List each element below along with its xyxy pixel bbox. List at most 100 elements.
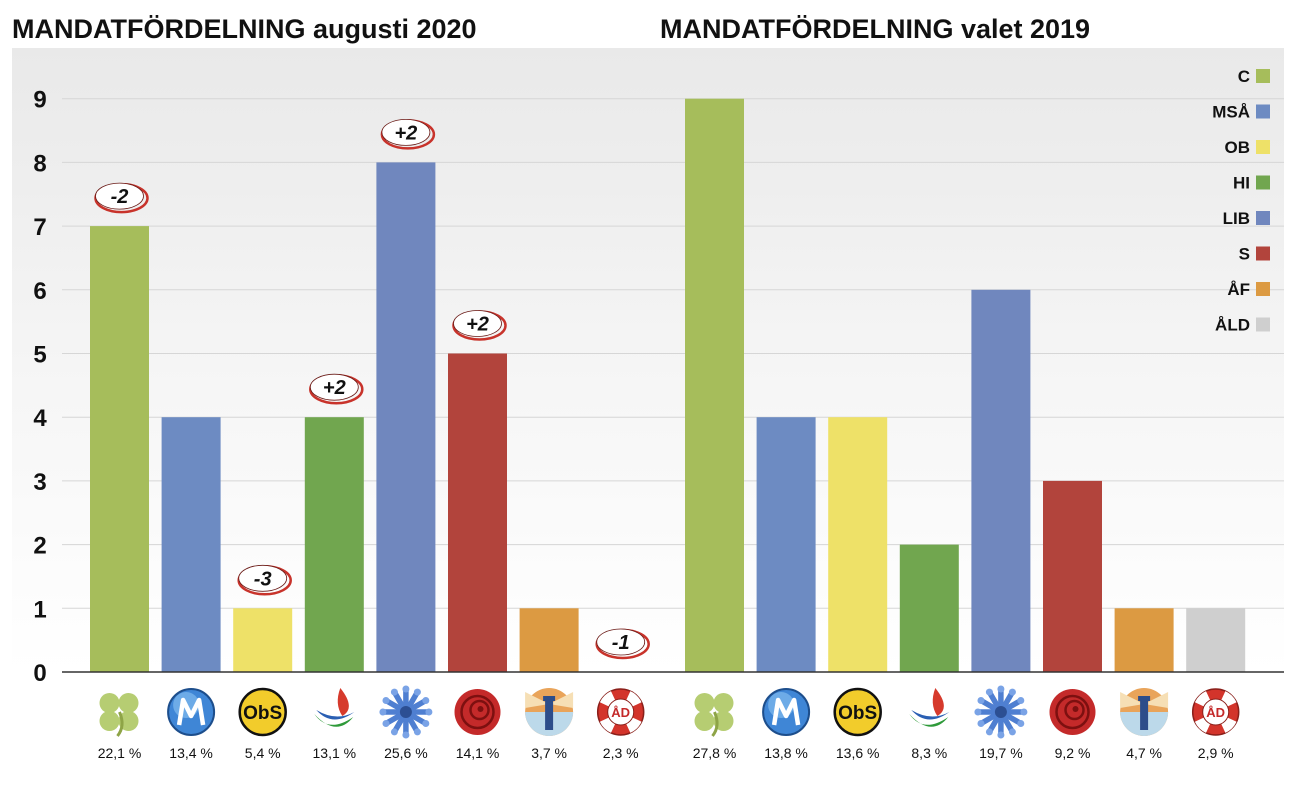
lifebuoy-icon: ÅD (1191, 688, 1240, 736)
clover-icon (694, 693, 734, 737)
vote-percentages: 22,1 % 13,4 % 5,4 % 13,1 % 25,6 % 14,1 % 3,7 %… (98, 745, 1234, 761)
bar-s (448, 353, 507, 672)
legend-item: ÅF (1227, 280, 1270, 299)
bar-s (1043, 480, 1102, 672)
hi-logo-icon (314, 688, 355, 727)
vote-percentage: 8,3 % (911, 745, 947, 761)
rose-icon (1049, 689, 1096, 735)
msa-logo-icon (167, 688, 216, 736)
y-tick-label: 3 (33, 469, 46, 496)
vote-percentage: 13,8 % (764, 745, 808, 761)
cornflower-icon (974, 685, 1028, 739)
hi-logo-icon (909, 688, 950, 727)
change-label: +2 (323, 377, 346, 399)
change-label: +2 (466, 314, 489, 336)
legend-label: S (1239, 245, 1250, 264)
legend-label: OB (1225, 138, 1251, 157)
y-tick-label: 4 (33, 405, 47, 432)
y-tick-label: 8 (33, 150, 46, 177)
bar-af (1114, 608, 1174, 672)
legend-label: ÅF (1227, 280, 1250, 299)
party-logos: ObS ÅD ObS ÅD (99, 685, 1240, 739)
vote-percentage: 2,9 % (1198, 745, 1234, 761)
vote-percentage: 22,1 % (98, 745, 142, 761)
legend-swatch (1256, 104, 1270, 119)
y-tick-label: 1 (33, 596, 46, 623)
y-tick-label: 7 (33, 214, 46, 241)
change-label: -3 (254, 568, 272, 590)
change-badge: -2 (94, 182, 149, 214)
legend: C MSÅ OB HI LIB S ÅF ÅLD (1212, 67, 1270, 335)
logo-text: ÅD (1206, 705, 1225, 720)
y-tick-label: 0 (33, 660, 46, 687)
change-label: -2 (111, 186, 129, 208)
legend-item: MSÅ (1212, 103, 1270, 122)
bar-hi (304, 417, 364, 672)
vote-percentage: 27,8 % (693, 745, 737, 761)
logo-text: ObS (838, 703, 877, 724)
bar-lib (971, 289, 1031, 672)
legend-label: HI (1233, 174, 1250, 193)
change-badge: +2 (380, 118, 436, 150)
legend-swatch (1256, 175, 1270, 190)
change-label: -1 (612, 632, 630, 654)
bar-ald (1186, 608, 1246, 672)
legend-item: HI (1233, 174, 1270, 193)
chart-title-2020: MANDATFÖRDELNING augusti 2020 (12, 14, 477, 44)
bar-af (519, 608, 579, 672)
legend-item: ÅLD (1215, 316, 1270, 335)
bar-msa (756, 417, 816, 672)
vote-percentage: 13,4 % (169, 745, 213, 761)
cornflower-icon (379, 685, 433, 739)
chart-title-2019: MANDATFÖRDELNING valet 2019 (660, 14, 1090, 44)
bar-ob (828, 417, 888, 672)
legend-swatch (1256, 140, 1270, 154)
obs-logo-icon: ObS (833, 687, 882, 737)
vote-percentage: 3,7 % (531, 745, 567, 761)
bar-c (90, 226, 149, 672)
vote-percentage: 4,7 % (1126, 745, 1162, 761)
vote-percentage: 19,7 % (979, 745, 1023, 761)
legend-item: LIB (1223, 209, 1270, 228)
seat-change-labels: -2 -3 +2 +2 +2 -1 (94, 118, 650, 660)
y-axis-ticks: 0 1 2 3 4 5 6 7 8 9 (33, 87, 47, 687)
legend-swatch (1256, 282, 1270, 296)
legend-label: C (1238, 67, 1250, 86)
legend-label: MSÅ (1212, 103, 1250, 122)
bar-hi (899, 544, 959, 672)
change-badge: +2 (452, 310, 507, 341)
vote-percentage: 5,4 % (245, 745, 281, 761)
legend-item: S (1239, 245, 1270, 264)
legend-item: OB (1225, 138, 1270, 157)
vote-percentage: 25,6 % (384, 745, 428, 761)
change-badge: -3 (237, 564, 292, 596)
lifebuoy-icon: ÅD (596, 688, 645, 736)
bar-ob (233, 608, 293, 672)
obs-logo-icon: ObS (238, 687, 287, 737)
legend-swatch (1256, 317, 1270, 332)
vote-percentage: 13,6 % (836, 745, 880, 761)
bar-c (685, 98, 744, 672)
legend-swatch (1256, 246, 1270, 261)
logo-text: ObS (243, 703, 282, 724)
change-label: +2 (394, 122, 417, 144)
legend-item: C (1238, 67, 1270, 86)
y-tick-label: 6 (33, 278, 46, 305)
lighthouse-icon (525, 688, 574, 736)
bar-lib (376, 162, 436, 672)
change-badge: -1 (595, 628, 650, 660)
legend-label: ÅLD (1215, 316, 1250, 335)
y-tick-label: 5 (33, 342, 46, 369)
lighthouse-icon (1120, 688, 1169, 736)
logo-text: ÅD (611, 705, 630, 720)
vote-percentage: 2,3 % (603, 745, 639, 761)
vote-percentage: 13,1 % (313, 745, 357, 761)
rose-icon (454, 689, 501, 735)
bars (90, 98, 1246, 672)
legend-swatch (1256, 211, 1270, 225)
legend-label: LIB (1223, 209, 1250, 228)
legend-swatch (1256, 69, 1270, 83)
msa-logo-icon (762, 688, 811, 736)
y-tick-label: 2 (33, 533, 46, 560)
